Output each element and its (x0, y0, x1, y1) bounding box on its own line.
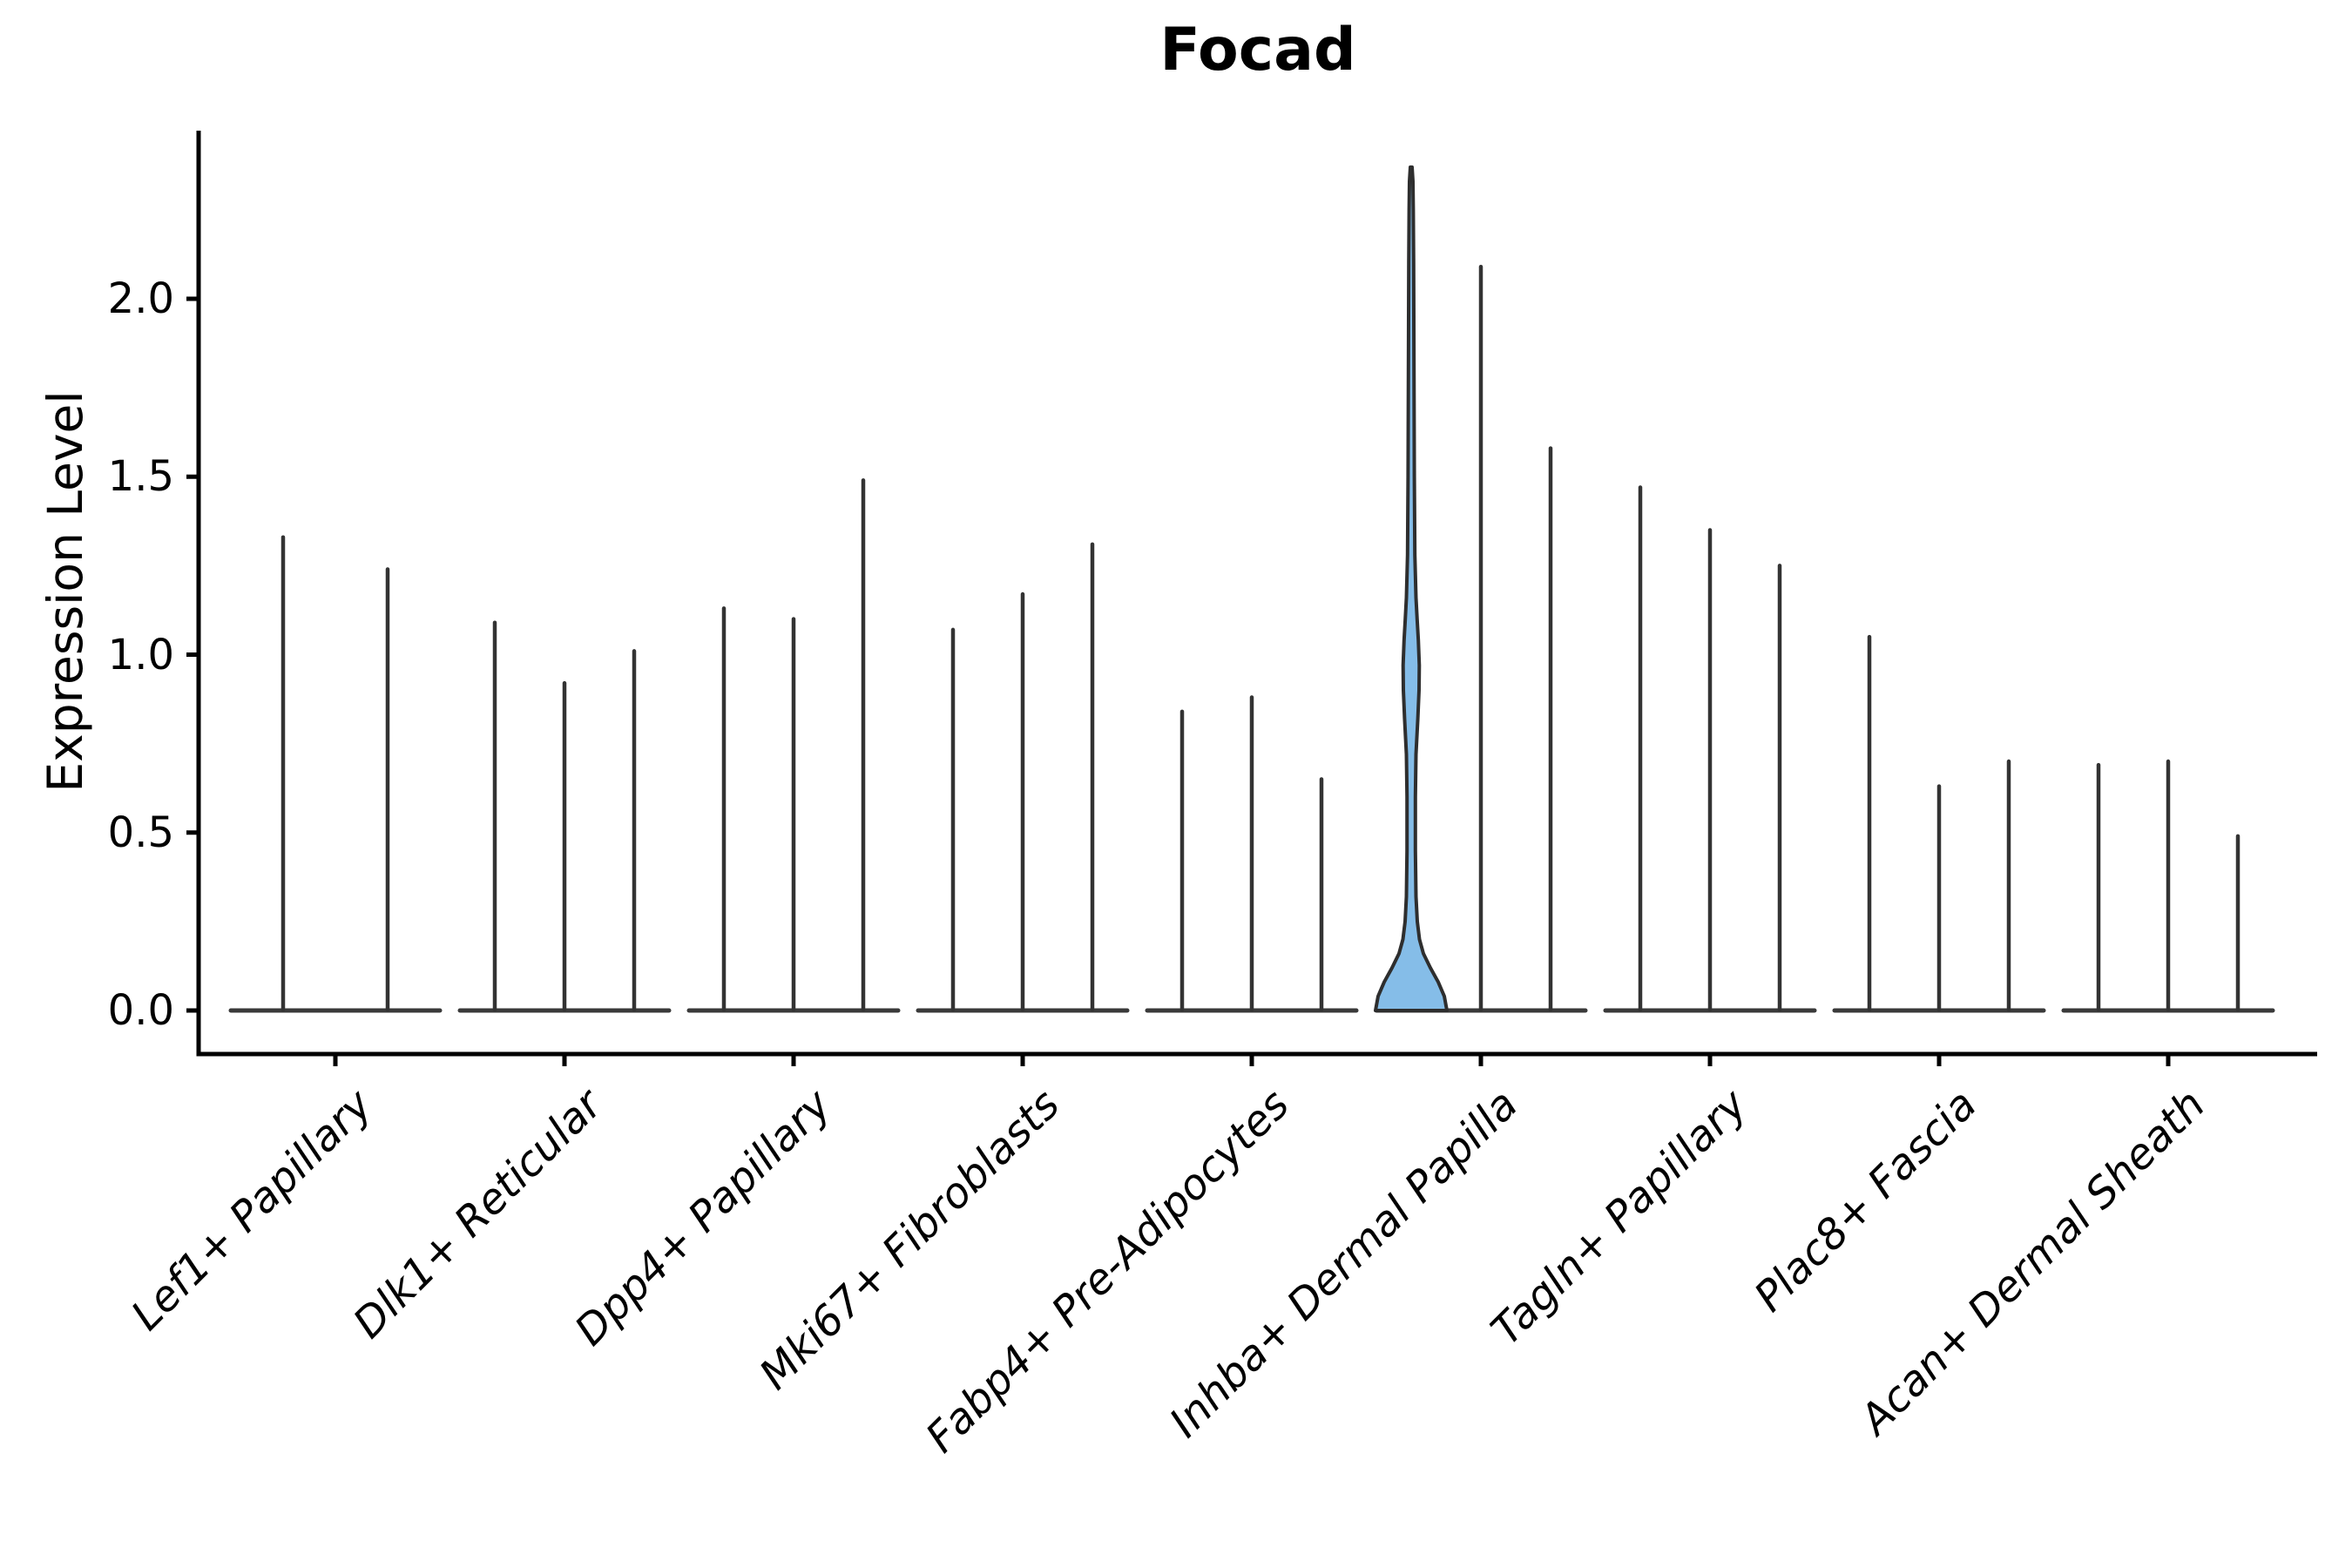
chart-title: Focad (1159, 16, 1356, 84)
highlight-violin (1374, 165, 1449, 1012)
y-tick-label-0.5: 0.5 (107, 808, 174, 857)
y-tick-label-1.5: 1.5 (107, 452, 174, 502)
y-tick-label-1.0: 1.0 (107, 630, 174, 679)
y-tick-label-2.0: 2.0 (107, 274, 174, 323)
y-tick-label-0.0: 0.0 (107, 986, 174, 1035)
